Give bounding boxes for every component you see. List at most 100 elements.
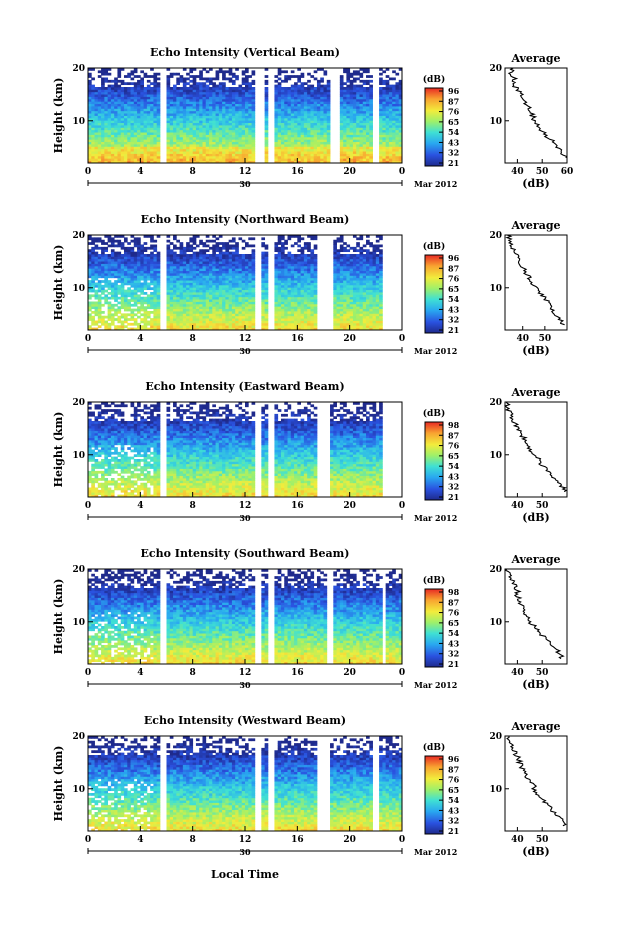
heatmap-cell: [323, 91, 328, 95]
heatmap-cell: [110, 103, 115, 107]
heatmap-cell: [192, 306, 197, 310]
heatmap-cell: [274, 141, 279, 145]
heatmap-cell: [127, 303, 131, 307]
heatmap-cell: [388, 136, 393, 140]
heatmap-cell: [153, 113, 158, 116]
heatmap-cell: [182, 327, 187, 331]
heatmap-cell: [398, 89, 403, 93]
heatmap-cell: [339, 101, 344, 105]
heatmap-cell: [274, 308, 279, 312]
heatmap-cell: [343, 101, 347, 105]
heatmap-cell: [179, 127, 184, 131]
heatmap-cell: [94, 153, 99, 157]
heatmap-cell: [339, 153, 344, 157]
heatmap-cell: [238, 308, 243, 312]
heatmap-cell: [91, 284, 95, 288]
heatmap-cell: [297, 108, 301, 112]
heatmap-cell: [192, 327, 197, 331]
heatmap-cell: [202, 275, 207, 279]
heatmap-cell: [169, 139, 174, 143]
heatmap-cell: [146, 144, 151, 147]
heatmap-cell: [114, 84, 118, 88]
heatmap-cell: [222, 127, 226, 131]
heatmap-cell: [218, 136, 223, 140]
heatmap-cell: [280, 132, 285, 135]
heatmap-cell: [195, 134, 200, 138]
heatmap-cell: [294, 318, 298, 321]
heatmap-cell: [316, 139, 321, 143]
heatmap-cell: [215, 106, 220, 109]
heatmap-cell: [372, 303, 377, 307]
heatmap-cell: [238, 318, 243, 321]
heatmap-cell: [150, 277, 154, 281]
heatmap-cell: [94, 327, 99, 331]
heatmap-cell: [294, 325, 298, 329]
heatmap-cell: [143, 125, 148, 128]
heatmap-cell: [94, 158, 99, 162]
heatmap-cell: [287, 299, 292, 302]
heatmap-cell: [349, 289, 354, 293]
heatmap-cell: [91, 146, 95, 150]
heatmap-cell: [339, 115, 344, 119]
heatmap-cell: [146, 106, 151, 109]
heatmap-cell: [228, 148, 233, 152]
heatmap-cell: [231, 273, 236, 276]
heatmap-cell: [156, 315, 161, 319]
heatmap-cell: [392, 106, 396, 109]
heatmap-cell: [379, 148, 383, 152]
heatmap-cell: [245, 313, 249, 317]
heatmap-cell: [179, 148, 184, 152]
heatmap-cell: [307, 98, 311, 102]
heatmap-cell: [303, 139, 308, 143]
heatmap-cell: [127, 101, 131, 105]
heatmap-cell: [156, 320, 161, 324]
heatmap-cell: [202, 151, 207, 154]
heatmap-cell: [130, 122, 135, 126]
heatmap-cell: [313, 294, 318, 298]
heatmap-cell: [104, 134, 109, 138]
heatmap-cell: [117, 108, 122, 112]
heatmap-cell: [294, 127, 298, 131]
heatmap-cell: [186, 120, 190, 124]
heatmap-cell: [359, 115, 364, 119]
heatmap-cell: [156, 270, 161, 274]
heatmap-cell: [349, 294, 354, 298]
heatmap-cell: [261, 327, 266, 331]
heatmap-cell: [392, 70, 396, 74]
heatmap-cell: [359, 91, 364, 95]
heatmap-cell: [117, 311, 122, 314]
heatmap-cell: [388, 132, 393, 135]
heatmap-cell: [91, 89, 95, 93]
heatmap-cell: [277, 122, 282, 126]
heatmap-cell: [179, 280, 184, 283]
heatmap-cell: [114, 311, 118, 314]
heatmap-cell: [94, 98, 99, 102]
heatmap-cell: [326, 87, 331, 90]
heatmap-cell: [173, 270, 177, 274]
heatmap-cell: [310, 139, 315, 143]
heatmap-cell: [94, 132, 99, 135]
heatmap-cell: [297, 129, 301, 133]
heatmap-cell: [117, 110, 122, 114]
heatmap-cell: [91, 273, 95, 276]
heatmap-cell: [307, 280, 311, 283]
heatmap-cell: [320, 89, 324, 93]
heatmap-cell: [192, 89, 197, 93]
heatmap-cell: [294, 153, 298, 157]
heatmap-cell: [153, 155, 158, 159]
heatmap-cell: [192, 322, 197, 326]
heatmap-cell: [310, 84, 315, 88]
heatmap-cell: [287, 294, 292, 298]
heatmap-cell: [97, 136, 102, 140]
heatmap-cell: [343, 148, 347, 152]
heatmap-cell: [388, 144, 393, 147]
heatmap-cell: [169, 155, 174, 159]
heatmap-cell: [166, 289, 171, 293]
heatmap-cell: [146, 98, 151, 102]
heatmap-cell: [264, 146, 269, 150]
heatmap-cell: [169, 296, 174, 300]
heatmap-cell: [104, 103, 109, 107]
heatmap-cell: [264, 68, 269, 71]
heatmap-cell: [205, 139, 210, 143]
heatmap-cell: [133, 301, 138, 305]
